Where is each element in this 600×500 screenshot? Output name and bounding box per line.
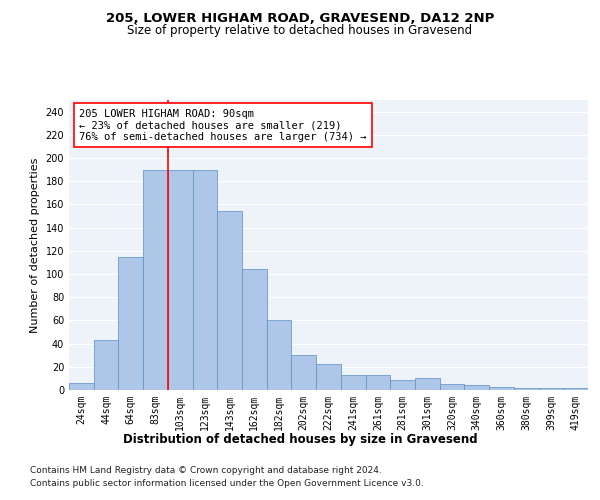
Bar <box>390 380 415 390</box>
Y-axis label: Number of detached properties: Number of detached properties <box>30 158 40 332</box>
Bar <box>440 384 464 390</box>
Text: Contains public sector information licensed under the Open Government Licence v3: Contains public sector information licen… <box>30 479 424 488</box>
Text: 205, LOWER HIGHAM ROAD, GRAVESEND, DA12 2NP: 205, LOWER HIGHAM ROAD, GRAVESEND, DA12 … <box>106 12 494 26</box>
Bar <box>217 212 242 390</box>
Bar <box>539 388 563 390</box>
Bar <box>118 256 143 390</box>
Bar <box>365 375 390 390</box>
Bar <box>242 270 267 390</box>
Bar <box>489 386 514 390</box>
Bar <box>316 364 341 390</box>
Text: 205 LOWER HIGHAM ROAD: 90sqm
← 23% of detached houses are smaller (219)
76% of s: 205 LOWER HIGHAM ROAD: 90sqm ← 23% of de… <box>79 108 367 142</box>
Bar <box>563 388 588 390</box>
Text: Size of property relative to detached houses in Gravesend: Size of property relative to detached ho… <box>127 24 473 37</box>
Bar <box>69 383 94 390</box>
Bar <box>292 355 316 390</box>
Bar <box>193 170 217 390</box>
Bar <box>341 375 365 390</box>
Bar <box>514 388 539 390</box>
Bar <box>168 170 193 390</box>
Bar <box>415 378 440 390</box>
Bar <box>143 170 168 390</box>
Bar <box>94 340 118 390</box>
Text: Distribution of detached houses by size in Gravesend: Distribution of detached houses by size … <box>122 432 478 446</box>
Bar <box>464 386 489 390</box>
Text: Contains HM Land Registry data © Crown copyright and database right 2024.: Contains HM Land Registry data © Crown c… <box>30 466 382 475</box>
Bar <box>267 320 292 390</box>
